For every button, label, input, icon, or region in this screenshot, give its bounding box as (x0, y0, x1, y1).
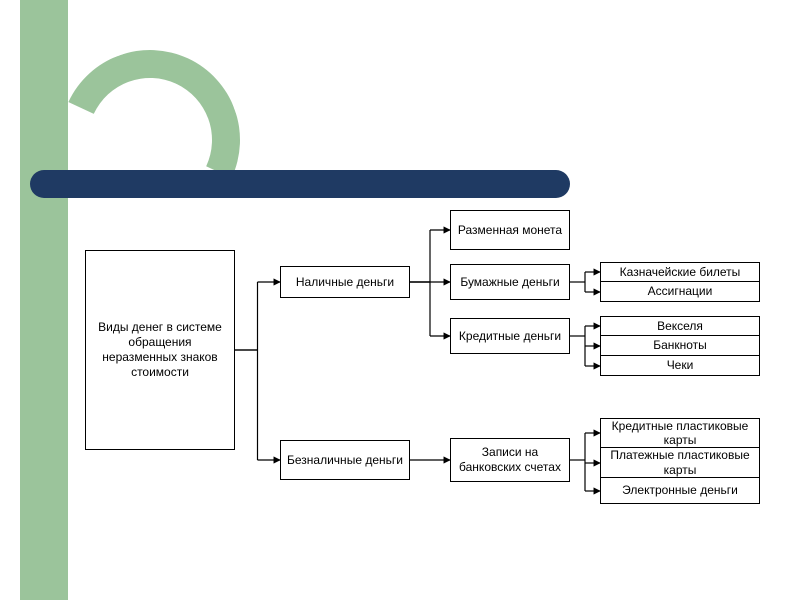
cell-label: Казначейские билеты (620, 265, 741, 279)
stack-cell: Кредитные пластиковые карты (600, 418, 760, 448)
title-bar (30, 170, 570, 198)
cell-label: Кредитные пластиковые карты (605, 419, 755, 448)
node-bank-records: Записи на банковских счетах (450, 438, 570, 482)
decor-arc (35, 25, 266, 256)
node-paper: Бумажные деньги (450, 264, 570, 300)
node-label: Кредитные деньги (459, 329, 561, 344)
cell-label: Чеки (667, 358, 694, 372)
node-coin: Разменная монета (450, 210, 570, 250)
node-label: Бумажные деньги (460, 275, 559, 290)
node-label: Безналичные деньги (287, 453, 403, 468)
node-credit: Кредитные деньги (450, 318, 570, 354)
stack-paper-sub: Казначейские билеты Ассигнации (600, 262, 760, 302)
stack-cell: Ассигнации (600, 282, 760, 302)
node-cash: Наличные деньги (280, 266, 410, 298)
stack-credit-sub: Векселя Банкноты Чеки (600, 316, 760, 376)
stack-cell: Векселя (600, 316, 760, 336)
stack-cell: Банкноты (600, 336, 760, 356)
node-noncash: Безналичные деньги (280, 440, 410, 480)
node-label: Разменная монета (458, 223, 562, 238)
stack-cell: Платежные пластиковые карты (600, 448, 760, 478)
cell-label: Векселя (657, 319, 703, 333)
stack-cell: Электронные деньги (600, 478, 760, 504)
stack-cell: Казначейские билеты (600, 262, 760, 282)
stack-bank-sub: Кредитные пластиковые карты Платежные пл… (600, 418, 760, 504)
node-root: Виды денег в системе обращения неразменн… (85, 250, 235, 450)
node-label: Записи на банковских счетах (457, 445, 563, 475)
cell-label: Ассигнации (648, 284, 713, 298)
decor-sidebar (20, 0, 68, 600)
cell-label: Банкноты (653, 338, 707, 352)
cell-label: Платежные пластиковые карты (605, 448, 755, 477)
node-label: Виды денег в системе обращения неразменн… (92, 320, 228, 380)
node-label: Наличные деньги (296, 275, 394, 290)
cell-label: Электронные деньги (622, 483, 738, 497)
stack-cell: Чеки (600, 356, 760, 376)
